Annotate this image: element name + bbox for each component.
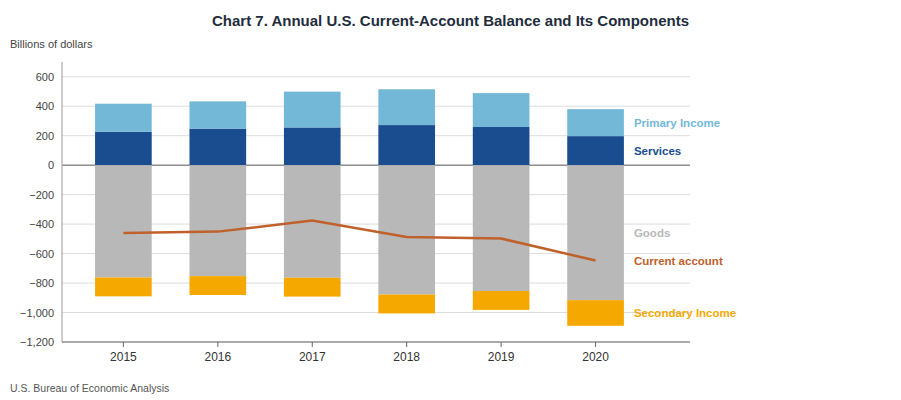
title: Chart 7. Annual U.S. Current-Account Bal… — [212, 12, 689, 29]
footnote: U.S. Bureau of Economic Analysis — [10, 382, 169, 394]
bar — [95, 277, 152, 296]
plot-data — [95, 89, 624, 326]
x-tick — [406, 342, 407, 347]
series-label: Current account — [634, 255, 723, 267]
bar — [378, 295, 435, 314]
x-tick-label: 2020 — [582, 350, 609, 364]
bar — [473, 127, 530, 165]
bar — [378, 125, 435, 165]
line — [123, 221, 595, 261]
bar — [473, 93, 530, 127]
grid — [62, 77, 690, 342]
bar — [284, 127, 341, 165]
y-tick-label: −1,000 — [20, 307, 54, 319]
y-tick-label: 0 — [48, 159, 54, 171]
grid-line — [62, 106, 690, 107]
y-tick-label: −800 — [29, 277, 54, 289]
bar — [189, 129, 246, 166]
bar — [189, 165, 246, 276]
x-tick-label: 2018 — [393, 350, 420, 364]
bar — [567, 109, 624, 136]
series-label: Primary Income — [634, 117, 720, 129]
bar — [473, 165, 530, 291]
bar — [378, 165, 435, 294]
y-tick-label: −1,200 — [20, 336, 54, 348]
bar — [95, 132, 152, 165]
bar — [378, 89, 435, 125]
bar — [567, 165, 624, 300]
y-tick-label: −200 — [29, 189, 54, 201]
series-label: Services — [634, 145, 681, 157]
series-label: Goods — [634, 227, 670, 239]
chart: Chart 7. Annual U.S. Current-Account Bal… — [0, 0, 901, 400]
x-tick — [501, 342, 502, 347]
bar — [567, 300, 624, 326]
bar — [95, 165, 152, 277]
x-tick — [595, 342, 596, 347]
x-tick — [312, 342, 313, 347]
bar — [189, 101, 246, 128]
bar — [473, 291, 530, 310]
y-tick-label: −400 — [29, 218, 54, 230]
bar — [284, 278, 341, 297]
grid-line — [62, 76, 690, 77]
y-axis-label: Billions of dollars — [10, 38, 93, 50]
bar — [567, 136, 624, 165]
y-tick-label: 600 — [36, 71, 54, 83]
bar — [95, 104, 152, 132]
x-tick-label: 2016 — [204, 350, 231, 364]
bar — [189, 276, 246, 295]
x-tick-label: 2015 — [110, 350, 137, 364]
x-tick — [217, 342, 218, 347]
x-tick-label: 2019 — [488, 350, 515, 364]
series-label: Secondary Income — [634, 307, 736, 319]
y-axis-line — [62, 62, 63, 342]
y-tick-label: 200 — [36, 130, 54, 142]
x-tick — [123, 342, 124, 347]
y-tick-label: 400 — [36, 100, 54, 112]
bar — [284, 92, 341, 128]
y-tick-label: −600 — [29, 248, 54, 260]
x-tick-label: 2017 — [299, 350, 326, 364]
